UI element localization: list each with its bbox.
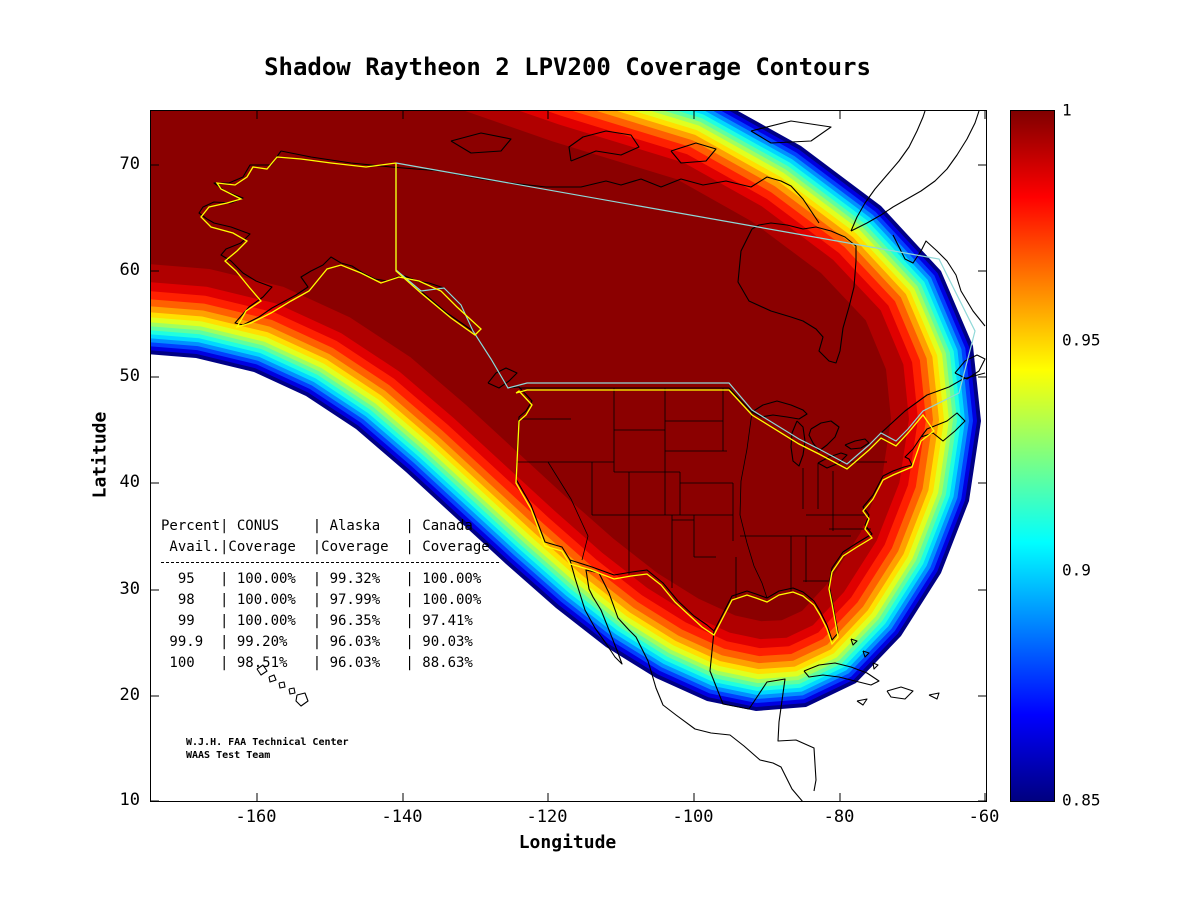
coverage-table-row: 99.9 | 99.20% | 96.03% | 90.03% xyxy=(161,634,473,650)
colorbar-tick-label: 1 xyxy=(1062,100,1072,120)
x-tick-label: -120 xyxy=(526,807,568,827)
y-tick-label: 50 xyxy=(119,366,140,386)
coverage-table-header-2: Avail.|Coverage |Coverage | Coverage xyxy=(161,539,490,555)
credit-line-1: W.J.H. FAA Technical Center xyxy=(186,737,349,748)
x-tick-label: -60 xyxy=(968,807,1000,827)
y-tick-label: 10 xyxy=(119,790,140,810)
colorbar-tick-label: 0.85 xyxy=(1062,790,1101,810)
state-borders xyxy=(516,388,887,599)
credit-line-2: WAAS Test Team xyxy=(186,750,271,761)
coverage-table: Percent| CONUS | Alaska | Canada Avail.|… xyxy=(161,516,499,674)
chart-title: Shadow Raytheon 2 LPV200 Coverage Contou… xyxy=(264,53,871,81)
canada-region-outline xyxy=(395,162,976,465)
x-tick-label: -100 xyxy=(672,807,714,827)
y-tick-label: 60 xyxy=(119,260,140,280)
coverage-table-row: 100 | 98.51% | 96.03% | 88.63% xyxy=(161,655,473,671)
colorbar-tick-label: 0.95 xyxy=(1062,330,1101,350)
coverage-table-row: 99 | 100.00% | 96.35% | 97.41% xyxy=(161,613,473,629)
y-tick-label: 40 xyxy=(119,472,140,492)
y-axis-label: Latitude xyxy=(89,411,111,499)
contour-bands xyxy=(151,111,981,711)
coverage-table-header-1: Percent| CONUS | Alaska | Canada xyxy=(161,518,473,534)
colorbar-tick-label: 0.9 xyxy=(1062,560,1091,580)
x-tick-label: -140 xyxy=(381,807,423,827)
coverage-table-divider xyxy=(161,562,499,563)
x-tick-label: -160 xyxy=(235,807,277,827)
conus-alaska-region-outline xyxy=(200,156,935,646)
plot-area: Percent| CONUS | Alaska | Canada Avail.|… xyxy=(150,110,987,802)
coverage-map xyxy=(151,111,986,801)
y-tick-label: 30 xyxy=(119,579,140,599)
x-axis-label: Longitude xyxy=(518,832,617,853)
colorbar xyxy=(1010,110,1055,802)
y-tick-label: 70 xyxy=(119,154,140,174)
credit-block: W.J.H. FAA Technical Center WAAS Test Te… xyxy=(186,736,349,762)
y-tick-label: 20 xyxy=(119,685,140,705)
x-tick-label: -80 xyxy=(823,807,855,827)
axis-tick-marks xyxy=(151,111,986,801)
coastlines xyxy=(198,111,986,801)
coverage-table-row: 95 | 100.00% | 99.32% | 100.00% xyxy=(161,571,482,587)
coverage-table-row: 98 | 100.00% | 97.99% | 100.00% xyxy=(161,592,482,608)
